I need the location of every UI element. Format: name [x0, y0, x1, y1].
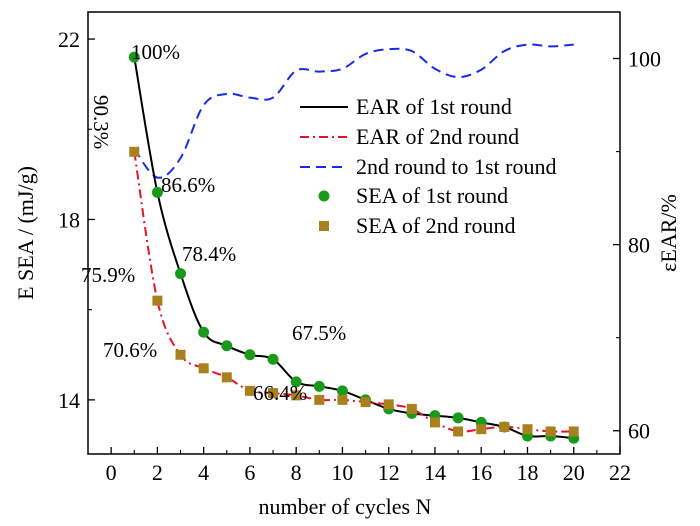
annotation-90-3: 90.3% — [89, 95, 113, 149]
legend-label-ratio: 2nd round to 1st round — [356, 154, 556, 179]
sea-second-point — [268, 388, 279, 399]
annotation-75-9: 75.9% — [81, 263, 135, 287]
y-axis-title-left: E SEA / (mJ/g) — [13, 166, 38, 300]
annotation-100: 100% — [131, 40, 180, 64]
sea-second-point — [221, 372, 232, 383]
y-right-tick-label: 80 — [628, 233, 650, 258]
sea-first-point — [336, 385, 348, 397]
sea-second-point — [545, 426, 556, 437]
sea-second-point — [314, 394, 325, 405]
sea-second-point — [429, 417, 440, 428]
sea-first-point — [221, 340, 233, 352]
sea-first-point — [452, 412, 464, 424]
y-right-tick-label: 60 — [628, 419, 650, 444]
series-markers — [128, 51, 580, 444]
x-tick-label: 18 — [516, 460, 538, 485]
sea-second-point — [152, 295, 163, 306]
plot-frame — [87, 11, 621, 455]
legend-label-ear-first: EAR of 1st round — [356, 94, 512, 119]
series-line-ratio — [133, 43, 574, 179]
x-tick-label: 12 — [378, 460, 400, 485]
sea-second-point — [291, 390, 302, 401]
sea-second-point — [244, 385, 255, 396]
sea-second-point — [499, 421, 510, 432]
sea-second-point — [175, 349, 186, 360]
annotations: 100% 90.3% 86.6% 78.4% 75.9% 70.6% 67.5%… — [81, 40, 346, 405]
legend-label-ear-second: EAR of 2nd round — [356, 124, 519, 149]
x-tick-label: 14 — [424, 460, 446, 485]
sea-second-point — [383, 399, 394, 410]
y-left-tick-label: 18 — [58, 207, 80, 232]
annotation-67-5: 67.5% — [292, 321, 346, 345]
sea-first-point — [267, 353, 279, 365]
sea-second-point — [453, 426, 464, 437]
sea-second-point — [406, 403, 417, 414]
y-right-tick-label: 100 — [628, 47, 661, 72]
sea-first-point — [128, 51, 140, 63]
sea-second-point — [360, 397, 371, 408]
y-left-tick-label: 14 — [58, 388, 80, 413]
sea-first-point — [313, 380, 325, 392]
legend-swatch-sea-second — [319, 221, 329, 231]
x-tick-label: 16 — [470, 460, 492, 485]
legend-label-sea-first: SEA of 1st round — [356, 183, 508, 208]
legend: EAR of 1st round EAR of 2nd round 2nd ro… — [300, 94, 556, 238]
y-axis-title-right: εEAR/% — [656, 194, 681, 272]
sea-second-point — [198, 363, 209, 374]
annotation-66-4: 66.4% — [253, 381, 307, 405]
sea-first-point — [290, 376, 302, 388]
x-tick-label: 22 — [609, 460, 631, 485]
sea-first-point — [244, 349, 256, 361]
sea-second-point — [337, 394, 348, 405]
x-tick-label: 0 — [106, 460, 117, 485]
sea-second-point — [568, 426, 579, 437]
sea-second-point — [129, 146, 140, 157]
x-tick-label: 20 — [563, 460, 585, 485]
sea-first-point — [151, 186, 163, 198]
x-tick-label: 8 — [291, 460, 302, 485]
x-tick-label: 10 — [331, 460, 353, 485]
sea-second-point — [476, 424, 487, 435]
x-tick-label: 4 — [198, 460, 209, 485]
x-tick-label: 2 — [152, 460, 163, 485]
x-tick-label: 6 — [244, 460, 255, 485]
y-left-tick-label: 22 — [58, 27, 80, 52]
axis-ticks: 0 2 4 6 8 10 12 14 16 18 20 22 14 18 22 60 80 100 — [58, 27, 661, 485]
x-axis-title: number of cycles N — [259, 494, 432, 519]
annotation-86-6: 86.6% — [161, 173, 215, 197]
legend-label-sea-second: SEA of 2nd round — [356, 213, 516, 238]
sea-second-point — [522, 424, 533, 435]
annotation-70-6: 70.6% — [103, 338, 157, 362]
sea-first-point — [175, 268, 187, 280]
sea-first-point — [198, 326, 210, 338]
legend-swatch-sea-first — [318, 190, 330, 202]
annotation-78-4: 78.4% — [182, 242, 236, 266]
